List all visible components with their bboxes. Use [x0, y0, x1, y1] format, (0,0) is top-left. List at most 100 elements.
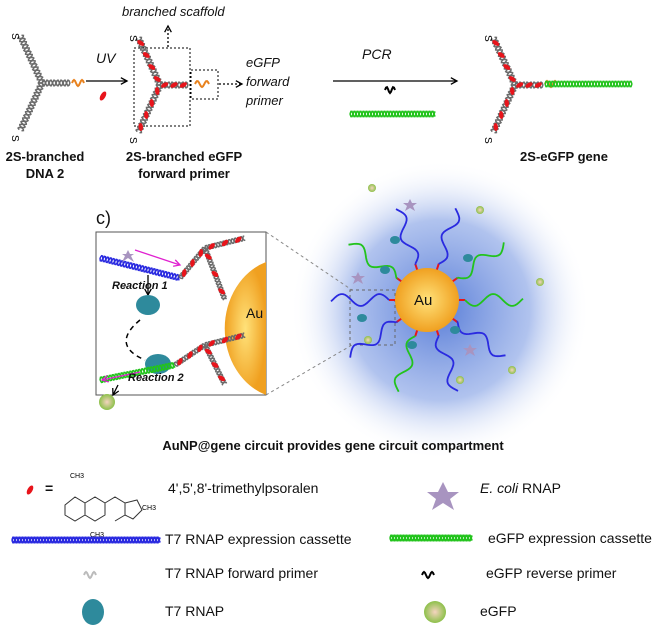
label-2s-egfp-gene: 2S-eGFP gene [520, 149, 608, 164]
thiol-label: S [482, 137, 493, 144]
egfp-protein [456, 376, 464, 384]
psoralen-mark [508, 76, 516, 82]
ecoli-rnap-icon [427, 482, 459, 510]
label-line: 2S-branched eGFP [125, 149, 243, 164]
label-line: DNA 2 [25, 166, 65, 181]
psoralen-mark [198, 249, 204, 257]
gold-nanoparticle [395, 268, 459, 332]
t7-rnap [450, 326, 460, 334]
ch3-label: CH3 [142, 505, 156, 512]
label-line: 2S-branched [5, 149, 85, 164]
thiol-label: S [9, 33, 20, 40]
label-2s-branched-egfp-primer: 2S-branched eGFP forward primer [114, 148, 254, 182]
legend-psoralen: 4',5',8'-trimethylpsoralen [168, 480, 319, 496]
psoralen-mark [218, 288, 226, 295]
dna2-arm [18, 82, 45, 132]
psoralen-mark [235, 236, 242, 243]
egfp-reverse-primer [384, 85, 396, 95]
transcription-arrow-head [172, 259, 182, 267]
dashed-arrow [125, 319, 146, 361]
psoralen-mark [211, 270, 219, 278]
transcription-arrow [134, 249, 181, 266]
pcr-arrow-head [450, 77, 459, 85]
branched-scaffold-label: branched scaffold [122, 4, 225, 19]
egfp-protein [508, 366, 516, 374]
ecoli-rnap [463, 344, 477, 356]
ecoli-rnap [351, 272, 365, 284]
psoralen-mark [221, 336, 229, 344]
psoralen-mark [197, 344, 203, 353]
note-line: forward [246, 74, 290, 89]
psoralen-mark [177, 357, 183, 366]
reaction-1-label: Reaction 1 [112, 280, 168, 292]
egfp-cassette [349, 110, 436, 118]
gene-strand [464, 293, 524, 307]
primer-arrow-head [235, 80, 244, 88]
psoralen-mark [516, 82, 524, 88]
t7-cassette-icon [11, 536, 161, 544]
psoralen-mark [187, 351, 193, 359]
psoralen-mark [26, 485, 34, 495]
transcription-arrow [101, 371, 141, 381]
thiol-label: S [482, 35, 493, 42]
ch3-label: CH3 [70, 473, 84, 480]
egfp-protein [536, 278, 544, 286]
psoralen-mark [492, 40, 500, 46]
psoralen-mark [235, 333, 242, 340]
ecoli-name: E. coli [480, 480, 519, 496]
gene-strand [349, 320, 399, 358]
psoralen-mark [153, 76, 161, 82]
psoralen-mark [138, 123, 143, 131]
psoralen-mark [221, 239, 229, 247]
panel-c-caption: AuNP@gene circuit provides gene circuit … [162, 438, 504, 453]
gene-strand [348, 242, 398, 280]
t7-rnap [380, 266, 390, 274]
egfp-reverse-primer-icon [421, 570, 435, 580]
psoralen-mark [503, 64, 511, 70]
orange-primer [71, 78, 85, 88]
ecoli-rnap-text: RNAP [518, 480, 561, 496]
psoralen-mark [181, 269, 187, 277]
gene-strand [434, 334, 459, 392]
legend-egfp-cassette: eGFP expression cassette [488, 530, 652, 546]
egfp-protein [364, 336, 372, 344]
psoralen-mark [504, 99, 509, 107]
gene-strand [438, 207, 461, 265]
t7-forward-primer-icon [83, 570, 97, 580]
egfp-cassette [99, 362, 176, 383]
egfp-protein [368, 184, 376, 192]
psoralen-mark [190, 259, 195, 267]
egfp-cassette-icon [389, 534, 473, 542]
psoralen-mark [204, 253, 212, 260]
dna2-arm [17, 35, 44, 84]
thiol-label: S [9, 135, 20, 142]
egfp-protein [476, 206, 484, 214]
psoralen-mark [170, 82, 178, 88]
psoralen-mark [493, 123, 498, 131]
transcription-arrow-head [100, 374, 109, 383]
dna2-arm [17, 82, 44, 131]
psoralen-mark [525, 82, 533, 88]
ch3-label: CH3 [90, 532, 104, 539]
psoralen-mark [99, 91, 107, 101]
au-label-panel: Au [246, 305, 264, 321]
gene-strand [456, 320, 506, 358]
psoralen-mark [208, 243, 215, 250]
note-line: eGFP [246, 55, 280, 70]
orange-primer [194, 79, 210, 89]
egfp-icon [424, 601, 446, 623]
ecoli-rnap [122, 250, 134, 262]
psoralen-mark [211, 362, 219, 368]
label-2s-branched-dna2: 2S-branched DNA 2 [0, 148, 90, 182]
reaction2-arrow [112, 384, 119, 396]
egfp-protein [99, 394, 115, 410]
psoralen-mark [142, 52, 150, 58]
t7-rnap [390, 236, 400, 244]
dna2-arm [18, 34, 45, 84]
psoralen-mark [510, 87, 515, 95]
au-label-nanoparticle: Au [414, 292, 433, 309]
t7-cassette [99, 254, 180, 281]
legend-equals: = [45, 480, 54, 496]
reaction2-arrow-head [112, 387, 120, 397]
